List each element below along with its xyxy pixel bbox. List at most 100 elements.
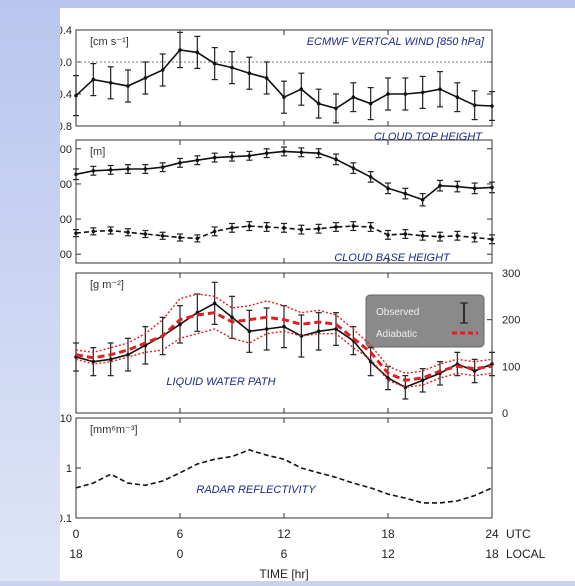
y-tick-label: 200 [502, 315, 520, 327]
panel-annotation: RADAR REFLECTIVITY [196, 484, 316, 496]
panel-title: ECMWF VERTCAL WIND [850 hPa] [307, 36, 485, 48]
y-tick-label: 0.0 [60, 57, 72, 69]
data-point [178, 48, 182, 52]
series-label: CLOUD TOP HEIGHT [374, 131, 483, 143]
data-point [299, 227, 304, 232]
data-point [438, 87, 442, 91]
data-point [368, 225, 373, 229]
data-point [264, 151, 269, 155]
data-point [160, 233, 165, 238]
x-tick-label-utc: 0 [73, 527, 80, 541]
panel-annotation: LIQUID WATER PATH [166, 376, 275, 388]
data-point [282, 95, 286, 99]
x-tick-label-utc: 18 [381, 527, 395, 541]
panel-unit-label: [cm s⁻¹] [90, 36, 129, 48]
side-letter: g [0, 500, 7, 528]
x-tick-label-local: 18 [485, 547, 499, 561]
data-point [420, 378, 425, 383]
series-line [75, 449, 493, 504]
data-point [264, 76, 269, 80]
data-point [264, 225, 269, 229]
data-point [178, 235, 182, 240]
data-point [143, 76, 148, 80]
x-axis-title: TIME [hr] [259, 567, 308, 581]
panel-frame [75, 139, 493, 264]
data-point [334, 157, 338, 162]
y-tick-label: 1200 [60, 179, 72, 191]
x-axis-utc-label: UTC [506, 527, 531, 541]
y-tick-label: 1 [66, 463, 72, 475]
y-tick-label: 0 [502, 408, 508, 420]
data-point [351, 224, 356, 228]
data-point [247, 224, 252, 228]
data-point [195, 236, 200, 241]
data-point [195, 50, 200, 55]
y-tick-label: -0.8 [60, 121, 72, 133]
data-point [438, 183, 442, 188]
data-point [91, 77, 96, 82]
chart-svg: 0.40.0-0.4-0.8[cm s⁻¹]140012001000800[m]… [48, 25, 546, 581]
data-point [230, 226, 234, 230]
y-tick-label: 100 [502, 361, 520, 373]
x-tick-label-local: 6 [281, 547, 288, 561]
y-tick-label: -0.4 [60, 89, 72, 101]
data-point [108, 228, 113, 233]
series-line [75, 311, 493, 382]
data-point [368, 175, 373, 179]
data-point [472, 369, 477, 373]
data-point [316, 151, 321, 155]
y-tick-label: 10 [60, 413, 72, 425]
data-point [420, 233, 425, 238]
side-letter: s [0, 410, 7, 432]
panel-frame [75, 417, 493, 519]
data-point [108, 81, 113, 85]
data-point [455, 233, 460, 238]
y-tick-label: 1400 [60, 144, 72, 156]
y-tick-label: 300 [502, 268, 520, 280]
data-point [247, 71, 252, 75]
side-letter: g [0, 330, 7, 358]
series-line [75, 293, 493, 375]
data-point [230, 315, 234, 320]
x-tick-label-utc: 24 [485, 527, 499, 541]
data-point [334, 327, 338, 331]
data-point [195, 158, 200, 163]
data-point [91, 359, 96, 364]
data-point [316, 226, 321, 231]
data-point [108, 168, 113, 172]
data-point [178, 322, 182, 327]
data-point [316, 329, 321, 334]
panel-unit-label: [g m⁻²] [90, 279, 124, 291]
data-point [108, 357, 113, 362]
data-point [264, 327, 269, 331]
legend-label: Adiabatic [376, 329, 417, 340]
data-point [230, 65, 234, 70]
data-point [282, 226, 286, 230]
data-point [74, 172, 78, 177]
data-point [490, 237, 494, 242]
data-point [490, 185, 494, 190]
data-point [91, 168, 96, 173]
data-point [212, 301, 217, 306]
data-point [403, 232, 408, 236]
y-tick-label: 800 [60, 249, 72, 261]
data-point [368, 101, 373, 106]
data-point [386, 233, 390, 237]
data-point [351, 95, 356, 99]
x-tick-label-local: 12 [381, 547, 395, 561]
data-point [455, 95, 460, 99]
chart-figure: 0.40.0-0.4-0.8[cm s⁻¹]140012001000800[m]… [48, 8, 575, 581]
x-tick-label-local: 0 [177, 547, 184, 561]
data-point [74, 93, 78, 98]
data-point [91, 229, 96, 234]
data-point [126, 352, 130, 357]
data-point [455, 362, 460, 366]
data-point [126, 167, 130, 171]
data-point [143, 167, 148, 171]
data-point [455, 184, 460, 189]
data-point [282, 149, 286, 154]
data-point [334, 106, 338, 111]
panel-unit-label: [mm⁶m⁻³] [90, 424, 138, 436]
series-label: CLOUD BASE HEIGHT [334, 252, 451, 264]
data-point [178, 161, 182, 165]
